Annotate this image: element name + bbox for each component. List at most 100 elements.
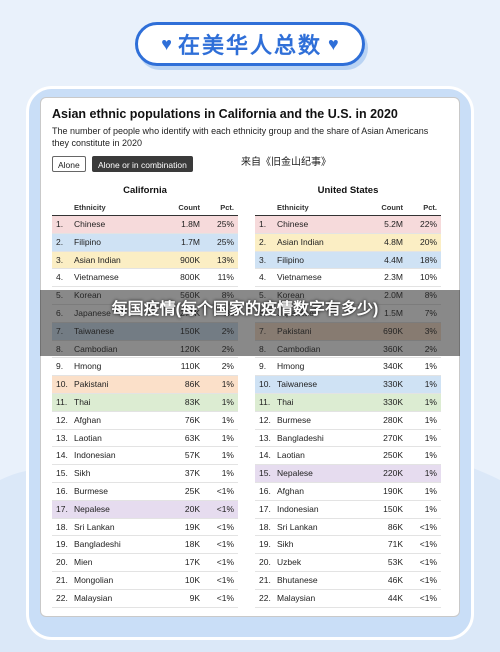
- row-count: 340K: [383, 361, 403, 372]
- table-row: 14. Laotian 250K 1%: [255, 447, 441, 466]
- row-rank: 10.: [259, 379, 271, 390]
- row-count: 37K: [184, 468, 200, 479]
- row-rank: 16.: [259, 485, 271, 496]
- row-count: 4.4M: [384, 254, 403, 265]
- row-pct: 1%: [221, 414, 234, 425]
- row-count: 71K: [387, 539, 403, 550]
- row-ethnicity: Malaysian: [74, 592, 113, 603]
- row-count: 10K: [184, 574, 200, 585]
- row-count: 2.3M: [384, 272, 403, 283]
- row-pct: 1%: [221, 432, 234, 443]
- table-row: 10. Pakistani 86K 1%: [52, 376, 238, 394]
- column-header-ethnicity: Ethnicity: [277, 203, 309, 212]
- table-body: 1. Chinese 5.2M 22% 2. Asian Indian 4.8M 20% 3. F…: [255, 216, 441, 608]
- table-row: 12. Afghan 76K 1%: [52, 411, 238, 430]
- row-ethnicity: Chinese: [74, 219, 106, 229]
- row-pct: 25%: [216, 219, 234, 229]
- row-count: 150K: [383, 503, 403, 514]
- row-pct: 10%: [419, 272, 437, 283]
- row-ethnicity: Laotian: [74, 432, 102, 443]
- row-pct: <1%: [216, 485, 234, 496]
- row-ethnicity: Hmong: [277, 361, 305, 372]
- row-rank: 14.: [259, 450, 271, 461]
- row-ethnicity: Nepalese: [277, 468, 313, 479]
- row-ethnicity: Uzbek: [277, 557, 302, 568]
- row-ethnicity: Malaysian: [277, 592, 316, 603]
- united-states-table: United States Ethnicity Count Pct. 1. Chi…: [255, 182, 441, 608]
- row-pct: 1%: [221, 396, 234, 407]
- row-count: 76K: [184, 414, 200, 425]
- row-pct: <1%: [216, 521, 234, 532]
- column-header-ethnicity: Ethnicity: [74, 203, 106, 212]
- row-count: 83K: [184, 396, 200, 407]
- row-rank: 17.: [259, 503, 271, 514]
- row-ethnicity: Burmese: [74, 485, 109, 496]
- row-count: 4.8M: [384, 236, 403, 247]
- row-rank: 2.: [56, 236, 64, 247]
- row-count: 20K: [184, 503, 200, 514]
- table-row: 18. Sri Lankan 86K <1%: [255, 518, 441, 537]
- row-rank: 9.: [259, 361, 267, 372]
- row-pct: <1%: [216, 574, 234, 585]
- combination-button[interactable]: Alone or in combination: [92, 156, 193, 172]
- row-ethnicity: Mongolian: [74, 574, 114, 585]
- row-pct: 13%: [216, 254, 234, 265]
- column-header-pct: Pct.: [423, 203, 437, 212]
- source-label: 来自《旧金山纪事》: [241, 157, 331, 168]
- table-row: 18. Sri Lankan 19K <1%: [52, 518, 238, 537]
- row-pct: <1%: [216, 503, 234, 514]
- table-row: 3. Filipino 4.4M 18%: [255, 251, 441, 270]
- table-row: 21. Mongolian 10K <1%: [52, 571, 238, 590]
- row-rank: 11.: [259, 396, 271, 407]
- row-rank: 14.: [56, 450, 68, 461]
- table-row: 17. Nepalese 20K <1%: [52, 500, 238, 519]
- row-ethnicity: Sri Lankan: [74, 521, 115, 532]
- row-rank: 2.: [259, 236, 267, 247]
- row-pct: <1%: [419, 539, 437, 550]
- table-row: 13. Laotian 63K 1%: [52, 429, 238, 448]
- row-pct: <1%: [216, 539, 234, 550]
- row-count: 110K: [180, 361, 200, 372]
- row-rank: 21.: [259, 574, 271, 585]
- row-ethnicity: Mien: [74, 557, 93, 568]
- row-count: 800K: [180, 272, 200, 283]
- table-row: 9. Hmong 340K 1%: [255, 358, 441, 377]
- row-rank: 22.: [259, 592, 271, 603]
- row-pct: <1%: [419, 592, 437, 603]
- row-pct: 18%: [419, 254, 437, 265]
- row-ethnicity: Bangladeshi: [277, 432, 324, 443]
- row-count: 17K: [184, 557, 200, 568]
- table-title: United States: [317, 185, 379, 196]
- row-rank: 18.: [56, 521, 68, 532]
- row-ethnicity: Nepalese: [74, 503, 110, 514]
- row-pct: 1%: [221, 450, 234, 461]
- chart-subtitle: The number of people who identify with e…: [52, 126, 429, 148]
- row-count: 44K: [387, 592, 403, 603]
- row-ethnicity: Laotian: [277, 450, 305, 461]
- column-header-count: Count: [178, 203, 200, 212]
- row-count: 25K: [184, 485, 200, 496]
- row-ethnicity: Indonesian: [74, 450, 116, 461]
- row-pct: <1%: [419, 574, 437, 585]
- row-pct: <1%: [419, 521, 437, 532]
- row-ethnicity: Taiwanese: [277, 379, 318, 390]
- row-pct: 1%: [424, 432, 437, 443]
- table-row: 16. Burmese 25K <1%: [52, 482, 238, 501]
- row-ethnicity: Filipino: [74, 236, 101, 247]
- heart-icon: ♥: [328, 33, 339, 54]
- alone-button[interactable]: Alone: [52, 156, 86, 172]
- row-ethnicity: Afghan: [277, 485, 304, 496]
- row-rank: 1.: [259, 219, 267, 229]
- row-ethnicity: Pakistani: [74, 379, 109, 390]
- row-rank: 3.: [56, 254, 64, 265]
- row-pct: 1%: [221, 379, 234, 390]
- row-count: 190K: [383, 485, 403, 496]
- row-pct: 1%: [424, 361, 437, 372]
- row-ethnicity: Sikh: [277, 539, 294, 550]
- row-rank: 11.: [56, 396, 68, 407]
- table-header: Ethnicity Count Pct.: [255, 200, 441, 216]
- row-rank: 10.: [56, 379, 68, 390]
- row-count: 53K: [387, 557, 403, 568]
- row-ethnicity: Bangladeshi: [74, 539, 121, 550]
- row-ethnicity: Asian Indian: [74, 254, 121, 265]
